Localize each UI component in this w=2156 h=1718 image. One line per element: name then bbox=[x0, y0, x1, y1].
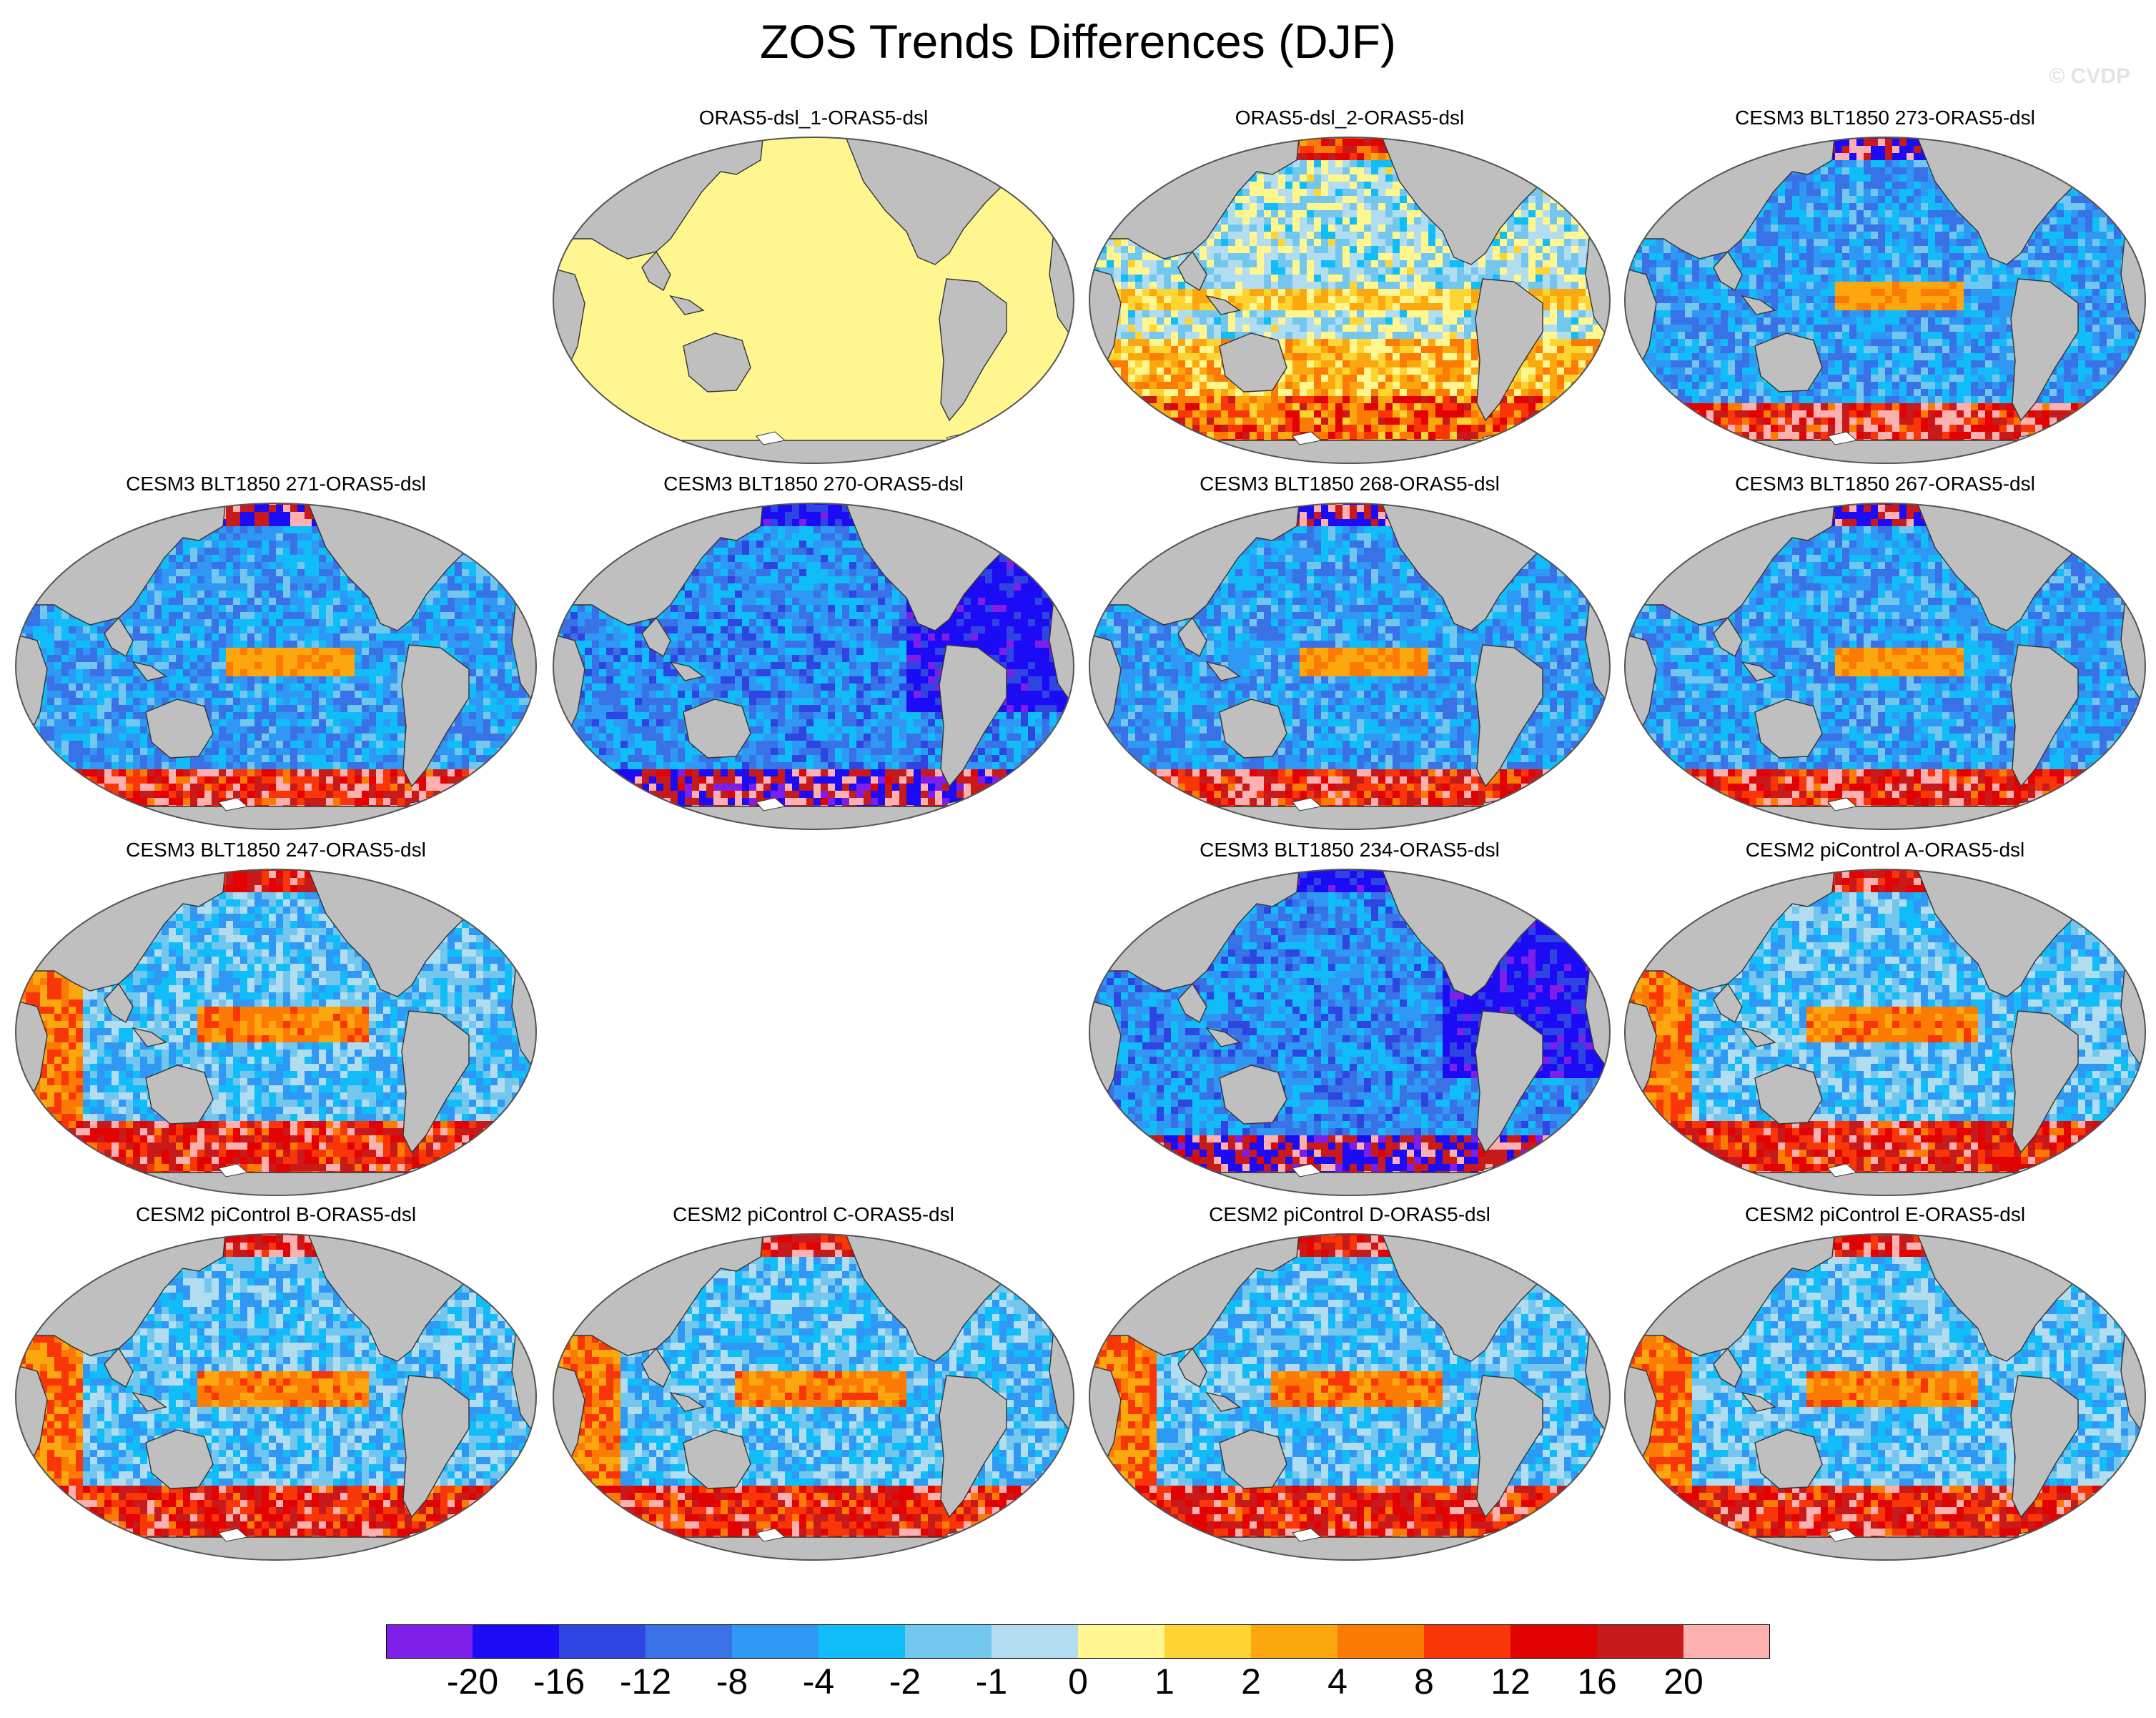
world-map bbox=[553, 503, 1074, 830]
panel-title: CESM2 piControl A-ORAS5-dsl bbox=[1621, 838, 2150, 862]
map-panel: CESM2 piControl A-ORAS5-dsl bbox=[1621, 838, 2150, 1203]
ocean-field bbox=[553, 1234, 1074, 1560]
panel-title: CESM3 BLT1850 247-ORAS5-dsl bbox=[11, 838, 540, 862]
ocean-field bbox=[16, 503, 536, 829]
colorbar-tick-label: 2 bbox=[1241, 1661, 1261, 1702]
colorbar-tick-label: -1 bbox=[976, 1661, 1007, 1702]
colorbar-labels: -20 -16 -12 -8 -4 -2 -1 0 1 2 4 8 12 16 20 bbox=[0, 1661, 2156, 1704]
colorbar-swatch bbox=[1078, 1624, 1165, 1659]
panel-title: CESM2 piControl E-ORAS5-dsl bbox=[1621, 1203, 2150, 1227]
ocean-field bbox=[553, 503, 1074, 829]
colorbar-tick-label: -12 bbox=[620, 1661, 671, 1702]
map-panel: CESM2 piControl B-ORAS5-dsl bbox=[11, 1203, 540, 1567]
map-panel: CESM3 BLT1850 271-ORAS5-dsl bbox=[11, 472, 540, 836]
ocean-field bbox=[1625, 137, 2145, 463]
panel-title: CESM2 piControl D-ORAS5-dsl bbox=[1085, 1203, 1614, 1227]
panel-title: ORAS5-dsl_1-ORAS5-dsl bbox=[549, 106, 1078, 130]
colorbar-tick-label: 8 bbox=[1414, 1661, 1434, 1702]
panel-title: CESM3 BLT1850 234-ORAS5-dsl bbox=[1085, 838, 1614, 862]
world-map bbox=[553, 1233, 1074, 1561]
world-map bbox=[1624, 137, 2146, 464]
world-map bbox=[15, 1233, 537, 1561]
world-map bbox=[1089, 1233, 1611, 1561]
colorbar-swatch bbox=[1510, 1624, 1598, 1659]
world-map bbox=[1089, 869, 1611, 1196]
world-map bbox=[1089, 503, 1611, 830]
ocean-field bbox=[1089, 1234, 1610, 1560]
colorbar-swatch bbox=[905, 1624, 992, 1659]
map-panel: CESM3 BLT1850 234-ORAS5-dsl bbox=[1085, 838, 1614, 1203]
colorbar-swatch bbox=[1597, 1624, 1684, 1659]
panel-title: CESM3 BLT1850 268-ORAS5-dsl bbox=[1085, 472, 1614, 496]
ocean-field bbox=[1089, 503, 1610, 829]
ocean-field bbox=[1625, 869, 2145, 1195]
map-panel: CESM2 piControl C-ORAS5-dsl bbox=[549, 1203, 1078, 1567]
map-panel: ORAS5-dsl_2-ORAS5-dsl bbox=[1085, 106, 1614, 470]
map-panel: CESM2 piControl E-ORAS5-dsl bbox=[1621, 1203, 2150, 1567]
colorbar-swatch bbox=[1424, 1624, 1511, 1659]
world-map bbox=[1624, 1233, 2146, 1561]
colorbar-swatch bbox=[1337, 1624, 1425, 1659]
map-panel: CESM3 BLT1850 268-ORAS5-dsl bbox=[1085, 472, 1614, 836]
colorbar-swatch bbox=[386, 1624, 473, 1659]
colorbar-swatch bbox=[559, 1624, 646, 1659]
panel-title: CESM2 piControl C-ORAS5-dsl bbox=[549, 1203, 1078, 1227]
colorbar-tick-label: -8 bbox=[716, 1661, 748, 1702]
world-map bbox=[553, 137, 1074, 464]
world-map bbox=[15, 503, 537, 830]
map-panel: CESM2 piControl D-ORAS5-dsl bbox=[1085, 1203, 1614, 1567]
world-map bbox=[15, 869, 537, 1196]
panel-title: CESM3 BLT1850 267-ORAS5-dsl bbox=[1621, 472, 2150, 496]
panel-title: CESM2 piControl B-ORAS5-dsl bbox=[11, 1203, 540, 1227]
colorbar-swatch bbox=[1251, 1624, 1338, 1659]
colorbar-tick-label: -4 bbox=[803, 1661, 834, 1702]
world-map bbox=[1089, 137, 1611, 464]
panel-title: CESM3 BLT1850 273-ORAS5-dsl bbox=[1621, 106, 2150, 130]
colorbar-swatch bbox=[473, 1624, 560, 1659]
ocean-field bbox=[16, 869, 536, 1195]
map-panel: CESM3 BLT1850 270-ORAS5-dsl bbox=[549, 472, 1078, 836]
world-map bbox=[1624, 869, 2146, 1196]
map-panel: CESM3 BLT1850 273-ORAS5-dsl bbox=[1621, 106, 2150, 470]
colorbar-swatch bbox=[732, 1624, 819, 1659]
ocean-field bbox=[1089, 869, 1610, 1195]
colorbar-tick-label: 0 bbox=[1068, 1661, 1088, 1702]
panel-title: ORAS5-dsl_2-ORAS5-dsl bbox=[1085, 106, 1614, 130]
colorbar-tick-label: -20 bbox=[447, 1661, 498, 1702]
watermark: © CVDP bbox=[2049, 64, 2130, 89]
colorbar-swatch bbox=[992, 1624, 1079, 1659]
panel-title: CESM3 BLT1850 271-ORAS5-dsl bbox=[11, 472, 540, 496]
ocean-field bbox=[1089, 137, 1610, 463]
colorbar-swatch bbox=[1164, 1624, 1252, 1659]
colorbar-tick-label: 20 bbox=[1663, 1661, 1703, 1702]
ocean-field bbox=[553, 137, 1074, 463]
colorbar-tick-label: 16 bbox=[1577, 1661, 1617, 1702]
map-panel: ORAS5-dsl_1-ORAS5-dsl bbox=[549, 106, 1078, 470]
world-map bbox=[1624, 503, 2146, 830]
colorbar-tick-label: 1 bbox=[1154, 1661, 1175, 1702]
ocean-field bbox=[1625, 503, 2145, 829]
colorbar-swatch bbox=[819, 1624, 906, 1659]
ocean-field bbox=[1625, 1234, 2145, 1560]
colorbar-swatch bbox=[1683, 1624, 1770, 1659]
colorbar bbox=[386, 1624, 1770, 1659]
colorbar-tick-label: -2 bbox=[889, 1661, 921, 1702]
panel-title: CESM3 BLT1850 270-ORAS5-dsl bbox=[549, 472, 1078, 496]
ocean-field bbox=[16, 1234, 536, 1560]
figure-title: ZOS Trends Differences (DJF) bbox=[0, 13, 2156, 70]
colorbar-tick-label: -16 bbox=[533, 1661, 585, 1702]
colorbar-swatch bbox=[646, 1624, 733, 1659]
colorbar-tick-label: 12 bbox=[1490, 1661, 1531, 1702]
map-panel: CESM3 BLT1850 267-ORAS5-dsl bbox=[1621, 472, 2150, 836]
map-panel: CESM3 BLT1850 247-ORAS5-dsl bbox=[11, 838, 540, 1203]
colorbar-tick-label: 4 bbox=[1327, 1661, 1348, 1702]
